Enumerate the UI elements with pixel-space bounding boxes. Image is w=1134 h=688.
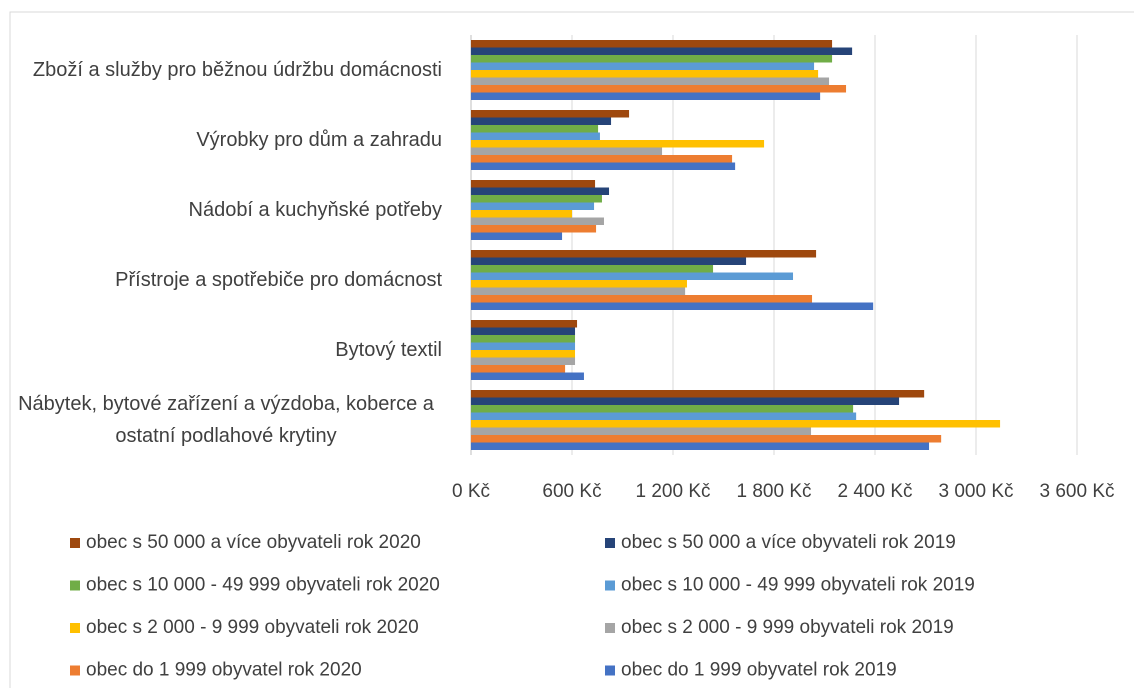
bar [471, 40, 833, 48]
bar [471, 187, 610, 195]
bar [471, 47, 853, 55]
x-tick-label: 3 000 Kč [939, 481, 1014, 502]
bar [471, 272, 794, 280]
x-tick-label: 1 200 Kč [636, 481, 711, 502]
x-tick-label: 2 400 Kč [838, 481, 913, 502]
bar [471, 365, 566, 373]
legend-swatch [605, 665, 615, 676]
bar [471, 155, 733, 163]
bar [471, 280, 687, 288]
bar [471, 62, 815, 70]
legend-swatch [70, 665, 80, 676]
legend-label: obec s 50 000 a více obyvateli rok 2020 [86, 532, 421, 553]
category-label-text: Nádobí a kuchyňské potřeby [188, 199, 443, 221]
bar [471, 77, 830, 85]
bar [471, 202, 595, 210]
x-tick-label: 1 800 Kč [737, 481, 812, 502]
bar [471, 147, 663, 155]
bar [471, 420, 1001, 428]
x-tick-label: 3 600 Kč [1040, 481, 1115, 502]
bar [471, 302, 874, 310]
bar [471, 225, 597, 233]
bar [471, 140, 765, 148]
legend-swatch [70, 623, 80, 633]
category-label: Výrobky pro dům a zahradu [10, 124, 442, 156]
bar [471, 257, 747, 265]
bar [471, 427, 812, 435]
legend-label: obec s 2 000 - 9 999 obyvateli rok 2019 [621, 617, 954, 638]
bar [471, 217, 604, 225]
bar [471, 327, 576, 335]
chart-border [9, 11, 1134, 688]
category-label-text: Zboží a služby pro běžnou údržbu domácno… [32, 59, 442, 81]
legend-swatch [70, 580, 80, 591]
bar [471, 110, 630, 118]
bar [471, 342, 576, 350]
bar [471, 335, 576, 343]
bar [471, 412, 857, 420]
bar [471, 435, 942, 443]
category-label-text: Výrobky pro dům a zahradu [196, 129, 442, 151]
bar [471, 132, 600, 140]
bar [471, 350, 576, 358]
bar [471, 320, 578, 328]
bar [471, 70, 819, 78]
bar [471, 390, 925, 398]
bar [471, 210, 572, 218]
legend-label: obec do 1 999 obyvatel rok 2019 [621, 660, 897, 681]
legend-label: obec do 1 999 obyvatel rok 2020 [86, 660, 362, 681]
bar [471, 357, 576, 365]
bar [471, 92, 821, 100]
category-label-text: Nábytek, bytové zařízení a výzdoba, kobe… [18, 393, 434, 447]
legend-label: obec s 50 000 a více obyvateli rok 2019 [621, 532, 956, 553]
bar [471, 125, 599, 133]
bar [471, 162, 736, 170]
legend-swatch [605, 580, 615, 591]
bar [471, 195, 602, 203]
bar [471, 405, 854, 413]
bar [471, 250, 817, 258]
legend-swatch [605, 538, 615, 548]
category-label: Bytový textil [10, 334, 442, 366]
x-tick-label: 0 Kč [452, 481, 490, 502]
category-label: Nádobí a kuchyňské potřeby [10, 194, 443, 226]
category-label-text: Přístroje a spotřebiče pro domácnost [115, 269, 442, 291]
bar [471, 232, 563, 240]
category-label: Přístroje a spotřebiče pro domácnost [10, 264, 442, 296]
category-label: Zboží a služby pro běžnou údržbu domácno… [10, 54, 442, 86]
legend-label: obec s 10 000 - 49 999 obyvateli rok 201… [621, 575, 975, 596]
x-tick-label: 600 Kč [542, 481, 601, 502]
bar [471, 295, 813, 303]
bar [471, 442, 930, 450]
bar [471, 117, 612, 125]
legend-label: obec s 10 000 - 49 999 obyvateli rok 202… [86, 575, 440, 596]
legend-swatch [70, 538, 80, 548]
bar [471, 265, 714, 273]
bar [471, 397, 900, 405]
bar [471, 287, 686, 295]
bar [471, 180, 596, 188]
bar [471, 372, 584, 380]
legend-label: obec s 2 000 - 9 999 obyvateli rok 2020 [86, 617, 419, 638]
category-label-text: Bytový textil [335, 339, 442, 361]
bar [471, 55, 833, 63]
legend-swatch [605, 623, 615, 633]
bar [471, 85, 847, 93]
category-label: Nábytek, bytové zařízení a výzdoba, kobe… [10, 388, 442, 452]
